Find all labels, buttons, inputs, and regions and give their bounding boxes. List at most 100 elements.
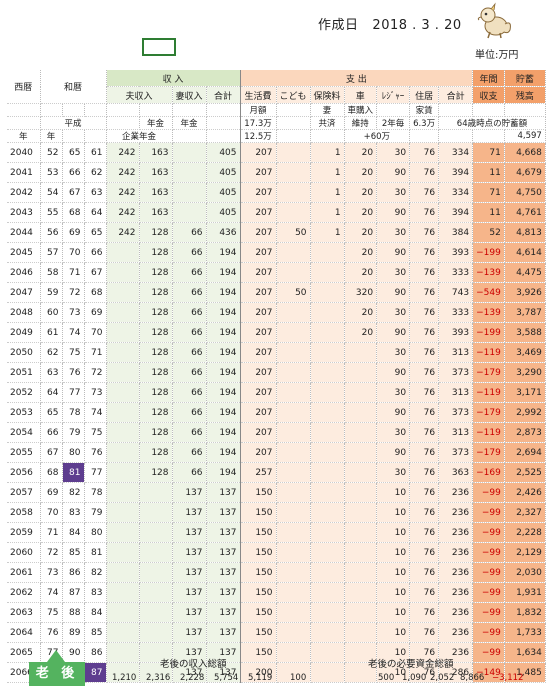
table-cell[interactable]	[106, 422, 140, 443]
table-cell[interactable]: 194	[206, 442, 241, 463]
table-cell[interactable]: −199	[472, 322, 505, 343]
table-cell[interactable]: 1,931	[504, 582, 546, 603]
table-cell[interactable]: 743	[438, 282, 474, 303]
table-cell[interactable]: 76	[84, 442, 107, 463]
table-cell[interactable]	[310, 322, 345, 343]
table-cell[interactable]: 194	[206, 362, 241, 383]
table-cell[interactable]: 76	[409, 302, 440, 323]
table-cell[interactable]	[310, 302, 345, 323]
table-cell[interactable]: 207	[239, 202, 277, 223]
table-cell[interactable]: 68	[84, 282, 107, 303]
table-cell[interactable]	[310, 262, 345, 283]
table-cell[interactable]	[106, 562, 140, 583]
table-cell[interactable]	[344, 622, 378, 643]
table-cell[interactable]: 76	[409, 362, 440, 383]
table-cell[interactable]	[276, 302, 311, 323]
table-cell[interactable]: 79	[84, 502, 107, 523]
table-cell[interactable]: 2060	[7, 542, 41, 563]
table-cell[interactable]	[344, 382, 378, 403]
table-cell[interactable]: 150	[239, 562, 277, 583]
table-cell[interactable]	[344, 522, 378, 543]
table-cell[interactable]: 76	[40, 622, 63, 643]
table-cell[interactable]: 137	[206, 602, 241, 623]
table-cell[interactable]: 128	[139, 362, 173, 383]
table-cell[interactable]: 4,614	[504, 242, 546, 263]
table-cell[interactable]: 20	[344, 222, 378, 243]
table-cell[interactable]	[310, 522, 345, 543]
table-cell[interactable]: 50	[276, 282, 311, 303]
table-cell[interactable]: 20	[344, 322, 378, 343]
table-cell[interactable]	[310, 402, 345, 423]
table-cell[interactable]: 72	[40, 542, 63, 563]
table-cell[interactable]: 76	[409, 322, 440, 343]
table-cell[interactable]	[344, 422, 378, 443]
table-cell[interactable]: 2,525	[504, 462, 546, 483]
table-cell[interactable]	[276, 622, 311, 643]
table-cell[interactable]: 1	[310, 162, 345, 183]
table-cell[interactable]: 236	[438, 482, 474, 503]
table-cell[interactable]	[106, 402, 140, 423]
table-cell[interactable]: 236	[438, 602, 474, 623]
table-cell[interactable]: 2054	[7, 422, 41, 443]
table-cell[interactable]	[276, 662, 311, 683]
table-cell[interactable]: 207	[239, 442, 277, 463]
table-cell[interactable]: 150	[239, 522, 277, 543]
table-cell[interactable]: 85	[62, 542, 85, 563]
table-cell[interactable]	[276, 502, 311, 523]
table-cell[interactable]: 150	[239, 582, 277, 603]
table-cell[interactable]: 90	[376, 322, 411, 343]
table-cell[interactable]: 3,926	[504, 282, 546, 303]
table-cell[interactable]: −139	[472, 262, 505, 283]
table-cell[interactable]	[276, 442, 311, 463]
table-cell[interactable]: −139	[472, 302, 505, 323]
table-cell[interactable]: 56	[40, 222, 63, 243]
table-cell[interactable]: 10	[376, 562, 411, 583]
table-cell[interactable]: 3,588	[504, 322, 546, 343]
table-cell[interactable]	[344, 402, 378, 423]
table-cell[interactable]: 77	[62, 382, 85, 403]
table-cell[interactable]: 20	[344, 182, 378, 203]
table-cell[interactable]: 58	[40, 262, 63, 283]
table-cell[interactable]: 2,030	[504, 562, 546, 583]
table-cell[interactable]: 71	[62, 262, 85, 283]
table-cell[interactable]: 194	[206, 322, 241, 343]
table-cell[interactable]: 2047	[7, 282, 41, 303]
table-cell[interactable]: 163	[139, 162, 173, 183]
table-cell[interactable]: 2,426	[504, 482, 546, 503]
table-cell[interactable]: 74	[84, 402, 107, 423]
table-cell[interactable]	[139, 642, 173, 663]
table-cell[interactable]: 84	[84, 602, 107, 623]
table-cell[interactable]: 66	[172, 442, 207, 463]
table-cell[interactable]: 2063	[7, 602, 41, 623]
table-cell[interactable]: −99	[472, 622, 505, 643]
table-cell[interactable]: 4,668	[504, 142, 546, 163]
table-cell[interactable]	[310, 362, 345, 383]
table-cell[interactable]: 63	[40, 362, 63, 383]
table-cell[interactable]: 207	[239, 282, 277, 303]
table-cell[interactable]: 20	[344, 242, 378, 263]
table-cell[interactable]	[276, 402, 311, 423]
table-cell[interactable]	[310, 242, 345, 263]
table-cell[interactable]	[310, 282, 345, 303]
table-cell[interactable]: 2049	[7, 322, 41, 343]
table-cell[interactable]: 20	[344, 302, 378, 323]
table-cell[interactable]: 137	[206, 502, 241, 523]
table-cell[interactable]: 2051	[7, 362, 41, 383]
table-cell[interactable]	[106, 662, 140, 683]
table-cell[interactable]: 10	[376, 642, 411, 663]
table-cell[interactable]: 128	[139, 402, 173, 423]
table-cell[interactable]: 52	[472, 222, 505, 243]
table-cell[interactable]: −179	[472, 442, 505, 463]
table-cell[interactable]	[310, 622, 345, 643]
table-cell[interactable]	[106, 522, 140, 543]
table-cell[interactable]: 137	[172, 642, 207, 663]
table-cell[interactable]: 30	[376, 182, 411, 203]
table-cell[interactable]	[139, 662, 173, 683]
table-cell[interactable]: 137	[172, 502, 207, 523]
table-cell[interactable]: 69	[84, 302, 107, 323]
table-cell[interactable]: 74	[62, 322, 85, 343]
table-cell[interactable]	[310, 642, 345, 663]
table-cell[interactable]: 87	[84, 662, 107, 683]
table-cell[interactable]: 257	[239, 462, 277, 483]
table-cell[interactable]: 64	[40, 382, 63, 403]
